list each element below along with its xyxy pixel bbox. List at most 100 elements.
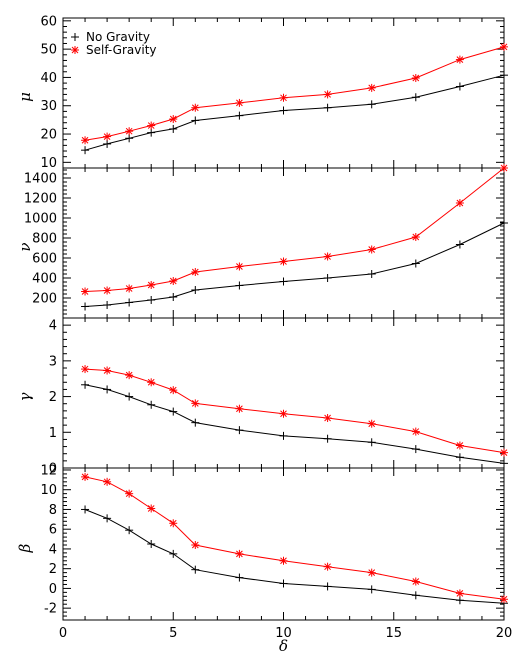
- data-point: [81, 505, 90, 514]
- y-tick-label: 2: [49, 562, 57, 577]
- data-point: [279, 431, 288, 440]
- data-point: [500, 71, 508, 80]
- y-tick-label: 0: [49, 582, 57, 597]
- data-point: [323, 434, 332, 443]
- data-point: [367, 100, 376, 109]
- y-tick-label: 400: [32, 272, 57, 287]
- y-tick-label: 8: [49, 503, 57, 518]
- data-point: [125, 284, 134, 293]
- y-axis-title: ν: [16, 242, 34, 251]
- data-point: [323, 274, 332, 282]
- data-point: [81, 287, 90, 296]
- series-line-self-gravity: [84, 167, 505, 292]
- data-point: [81, 380, 90, 389]
- data-point: [367, 245, 376, 254]
- data-point: [411, 445, 420, 454]
- x-tick-label: 0: [59, 626, 67, 641]
- data-point: [235, 426, 244, 435]
- data-point: [125, 392, 134, 401]
- y-tick-label: 1: [49, 426, 57, 441]
- x-tick-label: 15: [385, 626, 402, 641]
- data-point: [191, 286, 200, 294]
- y-tick-label: 40: [40, 71, 57, 86]
- y-tick-label: 600: [32, 252, 57, 267]
- series-line-no-gravity: [84, 509, 505, 604]
- legend-label: No Gravity: [86, 30, 150, 44]
- y-tick-label: 12: [40, 463, 57, 478]
- data-point: [279, 277, 288, 286]
- data-point: [147, 504, 156, 513]
- y-tick-label: 800: [32, 232, 57, 247]
- data-point: [147, 121, 156, 130]
- data-point: [169, 124, 178, 133]
- data-point: [323, 90, 332, 99]
- data-point: [411, 93, 420, 102]
- panel-frame: [62, 167, 505, 319]
- y-tick-label: 3: [49, 354, 57, 369]
- data-point: [279, 556, 288, 565]
- data-point: [500, 219, 508, 227]
- data-point: [81, 136, 90, 145]
- x-tick-label: 10: [275, 626, 292, 641]
- y-tick-label: 30: [40, 99, 57, 114]
- data-point: [235, 98, 244, 107]
- data-point: [367, 83, 376, 92]
- data-point: [500, 595, 508, 604]
- data-point: [169, 386, 178, 395]
- data-point: [455, 82, 464, 91]
- y-tick-label: 1200: [24, 192, 57, 207]
- data-point: [323, 103, 332, 112]
- data-point: [279, 106, 288, 115]
- y-tick-label: 4: [49, 542, 57, 557]
- data-point: [455, 453, 464, 462]
- data-point: [500, 42, 508, 51]
- y-tick-label: 4: [49, 319, 57, 334]
- data-point: [81, 146, 90, 155]
- data-point: [500, 459, 508, 468]
- y-axis-title: β: [16, 543, 34, 553]
- x-axis-title: δ: [279, 637, 288, 655]
- data-point: [103, 477, 112, 486]
- data-point: [411, 591, 420, 600]
- data-point: [191, 399, 200, 408]
- data-point: [411, 259, 420, 268]
- data-point: [235, 262, 244, 271]
- series-line-self-gravity: [84, 476, 505, 600]
- data-point: [103, 139, 112, 148]
- y-tick-label: 6: [49, 523, 57, 538]
- series-line-self-gravity: [84, 368, 505, 454]
- x-tick-label: 20: [496, 626, 513, 641]
- y-axis-title: μ: [16, 92, 34, 102]
- data-point: [455, 441, 464, 450]
- data-point: [169, 519, 178, 528]
- y-tick-label: 1400: [24, 172, 57, 187]
- y-tick-label: 10: [40, 156, 57, 171]
- y-tick-label: 200: [32, 292, 57, 307]
- panel-2: 200 400 600 800 1000 1200 1400 ν: [16, 164, 508, 319]
- data-point: [455, 589, 464, 598]
- data-point: [147, 540, 156, 548]
- y-tick-label: 2: [49, 390, 57, 405]
- data-point: [103, 366, 112, 375]
- data-point: [147, 281, 156, 289]
- data-point: [125, 134, 134, 143]
- data-point: [455, 199, 464, 207]
- data-point: [279, 257, 288, 266]
- data-point: [191, 565, 200, 574]
- series-line-no-gravity: [84, 384, 505, 464]
- data-point: [367, 568, 376, 577]
- data-point: [191, 418, 200, 427]
- data-point: [81, 302, 90, 311]
- data-point: [235, 573, 244, 582]
- series-line-no-gravity: [84, 74, 505, 151]
- data-point: [169, 407, 178, 416]
- y-tick-label: 20: [40, 128, 57, 143]
- data-point: [367, 270, 376, 278]
- data-point: [323, 562, 332, 571]
- y-tick-label: 10: [40, 483, 57, 498]
- data-point: [125, 371, 134, 380]
- data-point: [411, 427, 420, 436]
- data-point: [147, 378, 156, 387]
- data-point: [169, 293, 178, 301]
